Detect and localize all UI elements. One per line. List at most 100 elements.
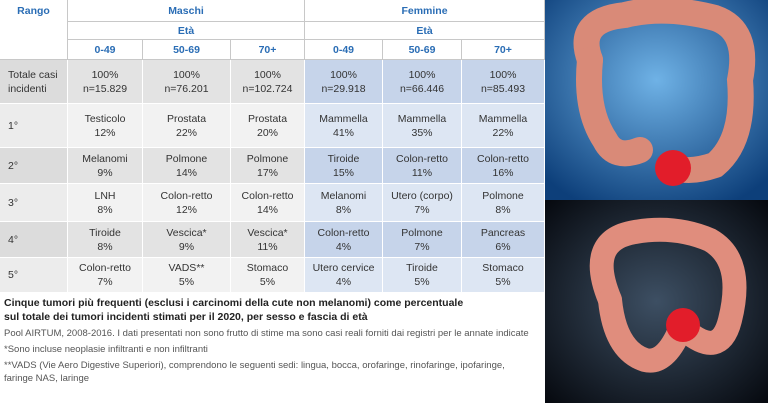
cell-label: 100% xyxy=(254,68,281,81)
footnote: **VADS (Vie Aero Digestive Superiori), c… xyxy=(4,360,505,371)
colon xyxy=(576,47,653,167)
colon xyxy=(598,288,692,373)
age-header: 0-49 xyxy=(68,40,143,60)
rank-text: 2° xyxy=(8,159,19,172)
cell-value: 15% xyxy=(332,166,354,179)
cell-label: Prostata xyxy=(247,112,288,125)
age-header: 0-49 xyxy=(305,40,383,60)
cell: Polmone 17% xyxy=(231,148,305,184)
cell-label: 100% xyxy=(330,68,357,81)
footnote: faringe NAS, laringe xyxy=(4,373,90,384)
cell-label: Mammella xyxy=(397,112,447,125)
cell-label: Colon-retto xyxy=(79,262,131,274)
cell: Colon-retto 14% xyxy=(231,184,305,222)
cell-label: 100% xyxy=(489,68,517,81)
cell-value: 16% xyxy=(492,166,514,179)
rank-text: 5° xyxy=(8,269,19,281)
header-text: 0-49 xyxy=(94,43,116,56)
cell-value: 11% xyxy=(257,240,278,253)
header-text: Maschi xyxy=(168,4,204,17)
cell-value: 20% xyxy=(256,126,278,139)
rank-text: Totale casi incidenti xyxy=(8,68,58,95)
cell-value: 7% xyxy=(414,240,430,253)
cell-label: Polmone xyxy=(401,226,443,239)
cell-label: 100% xyxy=(91,68,119,81)
rank-cell: 3° xyxy=(0,184,68,222)
cell: Polmone 14% xyxy=(143,148,231,184)
cell-value: n=76.201 xyxy=(164,82,209,95)
cell: 100% n=102.724 xyxy=(231,60,305,104)
rank-cell: Totale casi incidenti xyxy=(0,60,68,104)
cell-value: 5% xyxy=(178,276,195,288)
cell-label: Tiroide xyxy=(406,262,438,274)
illustrations xyxy=(545,0,768,403)
cell-label: Vescica* xyxy=(166,226,207,239)
cell: Prostata 22% xyxy=(143,104,231,148)
cell-label: Stomaco xyxy=(482,262,524,274)
cell: Colon-retto 16% xyxy=(462,148,545,184)
cell-value: 14% xyxy=(256,203,278,216)
colon xyxy=(589,217,747,355)
rank-cell: 5° xyxy=(0,258,68,293)
cell-label: LNH xyxy=(94,189,116,202)
cell: 100% n=29.918 xyxy=(305,60,383,104)
cell-value: 8% xyxy=(335,203,352,216)
age-header: 50-69 xyxy=(383,40,462,60)
cell-value: n=85.493 xyxy=(480,82,526,95)
cell-value: 9% xyxy=(97,166,113,179)
cell: Pancreas 6% xyxy=(462,222,545,258)
cell: Melanomi 9% xyxy=(68,148,143,184)
cell: Stomaco 5% xyxy=(231,258,305,293)
cell: Colon-retto 12% xyxy=(143,184,231,222)
source: Pool AIRTUM, 2008-2016. I dati presentat… xyxy=(4,328,529,339)
cell-label: Mammella xyxy=(319,112,368,125)
cell-value: 5% xyxy=(259,276,276,288)
cell-value: 9% xyxy=(178,240,195,253)
cell-value: n=15.829 xyxy=(82,82,128,95)
cell-value: 4% xyxy=(335,276,352,288)
header-text: Età xyxy=(177,24,195,37)
cell-label: Polmone xyxy=(246,152,289,165)
cell-value: 22% xyxy=(492,126,514,139)
cell-label: Melanomi xyxy=(320,189,367,202)
cell-value: 17% xyxy=(256,166,278,179)
cell-value: 5% xyxy=(495,276,511,288)
rank-cell: 1° xyxy=(0,104,68,148)
sub-header: Età xyxy=(305,22,545,40)
cell-value: 11% xyxy=(411,166,433,179)
group-header: Maschi xyxy=(68,0,305,22)
cell: Colon-retto 4% xyxy=(305,222,383,258)
cell-label: Utero (corpo) xyxy=(391,189,453,202)
footnote: *Sono incluse neoplasie infiltranti e no… xyxy=(4,344,208,355)
caption-line: sul totale dei tumori incidenti stimati … xyxy=(4,311,368,323)
cell-label: Testicolo xyxy=(84,112,126,125)
header-text: 70+ xyxy=(494,43,512,56)
rank-text: 1° xyxy=(8,119,19,132)
cell: 100% n=76.201 xyxy=(143,60,231,104)
cell-label: Melanomi xyxy=(82,152,128,165)
cell: Polmone 7% xyxy=(383,222,462,258)
rank-text: 4° xyxy=(8,233,19,246)
cell: Melanomi 8% xyxy=(305,184,383,222)
cell-value: 4% xyxy=(335,240,352,253)
cell: 100% n=15.829 xyxy=(68,60,143,104)
cell-label: Pancreas xyxy=(480,226,526,239)
caption: Cinque tumori più frequenti (esclusi i c… xyxy=(4,296,544,324)
cell: Colon-retto 7% xyxy=(68,258,143,293)
age-header: 70+ xyxy=(231,40,305,60)
cell-value: 6% xyxy=(495,240,511,253)
header-text: Femmine xyxy=(401,4,448,17)
cell: Utero (corpo) 7% xyxy=(383,184,462,222)
cell-label: Colon-retto xyxy=(241,189,294,202)
caption-line: Cinque tumori più frequenti (esclusi i c… xyxy=(4,297,464,309)
cell-label: Polmone xyxy=(482,189,524,202)
header-text: 50-69 xyxy=(408,43,436,56)
rank-header: Rango xyxy=(0,0,68,60)
cell-label: Colon-retto xyxy=(317,226,370,239)
cell-value: 12% xyxy=(94,126,116,139)
cell-value: 41% xyxy=(332,126,354,139)
cell-value: 8% xyxy=(97,240,113,253)
cell-value: 7% xyxy=(97,276,113,288)
tumor xyxy=(655,150,691,186)
